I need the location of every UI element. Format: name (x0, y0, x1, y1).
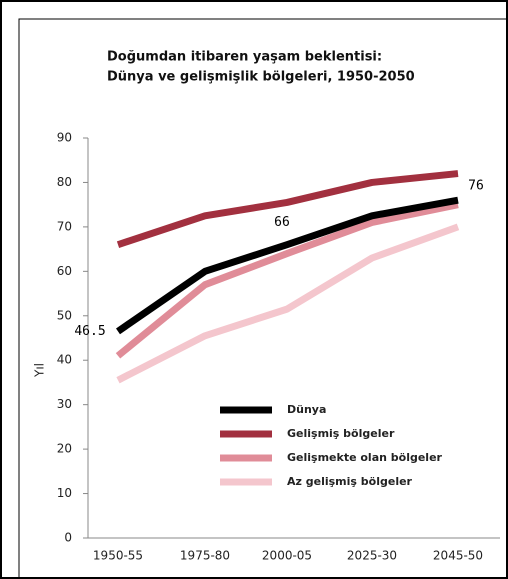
data-label: 76 (468, 179, 484, 194)
y-tick-label: 0 (64, 531, 72, 545)
legend-label: Az gelişmiş bölgeler (287, 475, 413, 488)
data-label: 46.5 (74, 324, 105, 339)
y-tick-label: 20 (57, 442, 72, 456)
legend-label: Dünya (287, 403, 326, 416)
legend-label: Gelişmekte olan bölgeler (287, 451, 443, 464)
line (116, 170, 459, 248)
chart-subtitle: Dünya ve gelişmişlik bölgeleri, 1950-205… (107, 70, 415, 85)
y-tick-label: 60 (57, 264, 72, 278)
chart-title: Doğumdan itibaren yaşam beklentisi: (107, 50, 382, 65)
y-tick-label: 40 (57, 353, 72, 367)
x-tick-label: 1975-80 (180, 549, 230, 563)
x-tick-label: 2025-30 (347, 549, 397, 563)
y-tick-label: 90 (57, 131, 72, 145)
line (116, 223, 460, 384)
data-label: 66 (274, 215, 290, 230)
y-tick-label: 10 (57, 486, 72, 500)
y-tick-label: 70 (57, 219, 72, 233)
y-tick-label: 50 (57, 308, 72, 322)
y-tick-label: 80 (57, 175, 72, 189)
inner-frame (18, 18, 508, 579)
x-tick-label: 2045-50 (433, 549, 483, 563)
x-tick-label: 1950-55 (93, 549, 143, 563)
legend-label: Gelişmiş bölgeler (287, 427, 395, 440)
line (116, 196, 459, 335)
line (115, 201, 459, 359)
x-tick-label: 2000-05 (262, 549, 312, 563)
y-tick-label: 30 (57, 397, 72, 411)
y-axis-label: Yıl (33, 363, 47, 378)
